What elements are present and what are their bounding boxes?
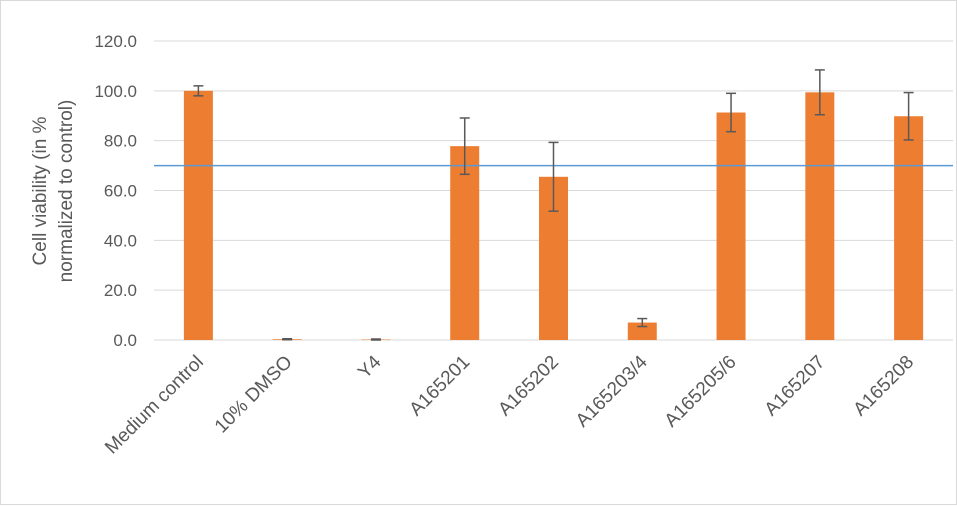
error-bar: [193, 85, 204, 97]
error-bar: [282, 338, 293, 341]
x-category-label: Y4: [354, 351, 386, 383]
bar: [894, 116, 924, 340]
x-category-label: A165203/4: [572, 351, 652, 431]
error-bar: [814, 69, 825, 116]
x-category-label: A165201: [406, 352, 475, 421]
y-tick-label: 120.0: [94, 32, 137, 51]
error-bar: [370, 338, 381, 341]
x-axis-categories: Medium control 10% DMSO Y4 A165201 A165202 A1…: [101, 351, 918, 458]
y-axis-ticks: 0.0 20.0 40.0 60.0 80.0 100.0 120.0: [94, 32, 137, 350]
y-tick-label: 60.0: [104, 182, 137, 201]
bar: [627, 322, 657, 340]
error-bar: [903, 91, 914, 141]
bar: [183, 90, 213, 340]
error-bar: [459, 117, 470, 176]
bar: [805, 92, 835, 340]
error-bars: [193, 69, 914, 341]
error-bar: [548, 141, 559, 212]
y-tick-label: 40.0: [104, 231, 137, 250]
x-category-label: A165208: [850, 352, 919, 421]
x-category-label: A165207: [761, 352, 830, 421]
bars: [183, 90, 924, 341]
y-tick-label: 80.0: [104, 132, 137, 151]
x-category-label: 10% DMSO: [211, 352, 297, 438]
y-axis-title-line-1: Cell viability (in %: [30, 116, 51, 265]
y-tick-label: 0.0: [113, 331, 137, 350]
y-tick-label: 100.0: [94, 82, 137, 101]
x-category-label: Medium control: [101, 352, 208, 459]
bar: [716, 112, 746, 340]
x-category-label: A165202: [494, 352, 563, 421]
error-bar: [726, 92, 737, 133]
bar: [450, 146, 480, 340]
y-axis-title-line-2: normalized to control): [56, 100, 77, 283]
y-tick-label: 20.0: [104, 281, 137, 300]
error-bar: [637, 317, 648, 328]
x-category-label: A165205/6: [661, 352, 741, 432]
